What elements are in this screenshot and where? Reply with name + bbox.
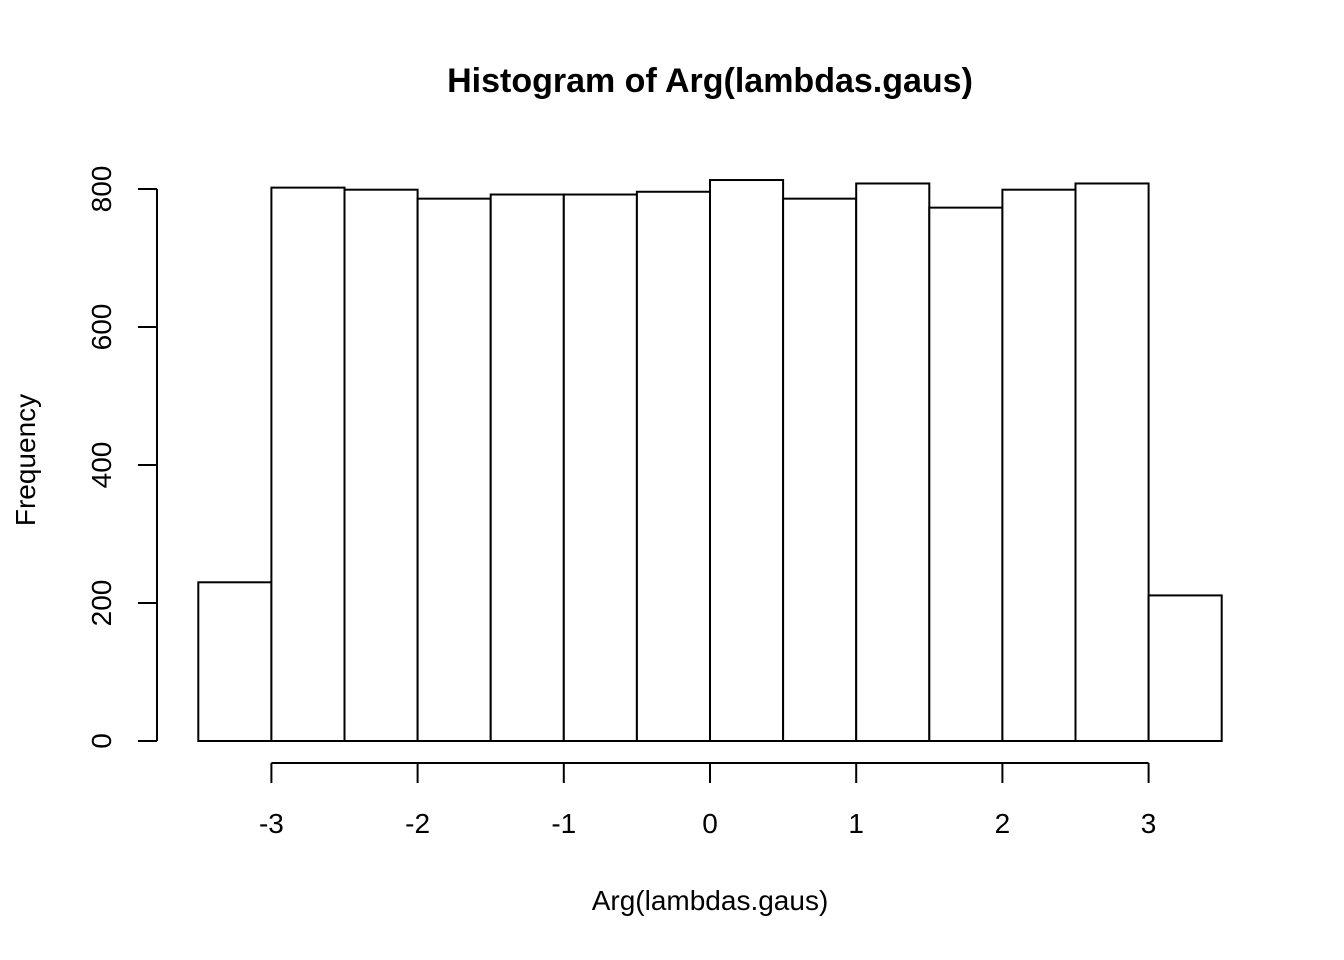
x-tick-label: 0 — [702, 808, 718, 839]
y-tick-label: 200 — [86, 580, 117, 627]
x-tick-label: 2 — [995, 808, 1011, 839]
x-axis: -3 -2 -1 0 1 2 3 — [259, 762, 1157, 839]
histogram-bar — [1001, 188, 1077, 742]
histogram-bar — [928, 206, 1004, 742]
histogram-bar — [635, 190, 712, 742]
x-axis-label: Arg(lambdas.gaus) — [592, 885, 829, 916]
x-tick-label: -1 — [551, 808, 576, 839]
y-tick-label: 0 — [86, 733, 117, 749]
histogram-bar — [489, 193, 565, 742]
x-tick-label: 3 — [1141, 808, 1157, 839]
x-tick-label: -2 — [405, 808, 430, 839]
chart-title: Histogram of Arg(lambdas.gaus) — [447, 62, 973, 100]
histogram-bar — [782, 197, 858, 743]
y-axis-label: Frequency — [10, 394, 41, 526]
y-tick-label: 600 — [86, 304, 117, 351]
y-tick-label: 800 — [86, 166, 117, 213]
histogram-bar — [562, 193, 638, 742]
histogram-bar — [270, 186, 346, 742]
histogram-bar — [197, 581, 273, 742]
y-axis: 0 200 400 600 800 — [86, 166, 158, 749]
x-tick-label: -3 — [259, 808, 284, 839]
bars-group — [197, 179, 1223, 743]
histogram-bar — [343, 188, 419, 742]
y-tick-label: 400 — [86, 442, 117, 489]
histogram-bar — [709, 179, 785, 742]
histogram-bar — [1074, 182, 1150, 743]
histogram-bar — [416, 197, 492, 743]
histogram-bar — [855, 182, 931, 743]
histogram-bar — [1147, 594, 1223, 742]
x-tick-label: 1 — [848, 808, 864, 839]
